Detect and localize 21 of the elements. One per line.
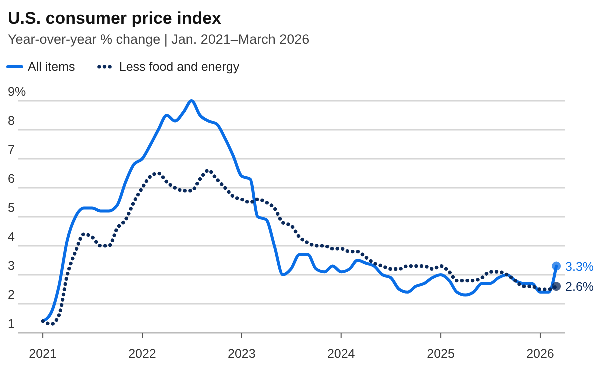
y-tick-label: 6: [8, 172, 15, 186]
y-tick-label: 1: [8, 317, 15, 331]
y-tick-label: 9%: [8, 85, 26, 99]
x-tick-label: 2026: [526, 347, 554, 361]
x-tick-label: 2021: [29, 347, 58, 361]
y-tick-label: 7: [8, 143, 15, 157]
y-tick-label: 2: [8, 288, 15, 302]
y-tick-label: 8: [8, 114, 15, 128]
legend-label: Less food and energy: [119, 60, 240, 74]
legend-label: All items: [28, 60, 76, 74]
x-tick-label: 2024: [327, 347, 356, 361]
chart-title: U.S. consumer price index: [8, 9, 222, 28]
y-tick-label: 3: [8, 259, 15, 273]
y-tick-label: 5: [8, 201, 15, 215]
x-tick-label: 2025: [427, 347, 456, 361]
chart-subtitle: Year-over-year % change | Jan. 2021–March 2026: [8, 32, 310, 47]
data-label: 3.3%: [566, 260, 594, 274]
x-tick-label: 2022: [128, 347, 156, 361]
x-tick-label: 2023: [228, 347, 256, 361]
y-tick-label: 4: [8, 230, 15, 244]
data-label: 2.6%: [566, 280, 594, 294]
